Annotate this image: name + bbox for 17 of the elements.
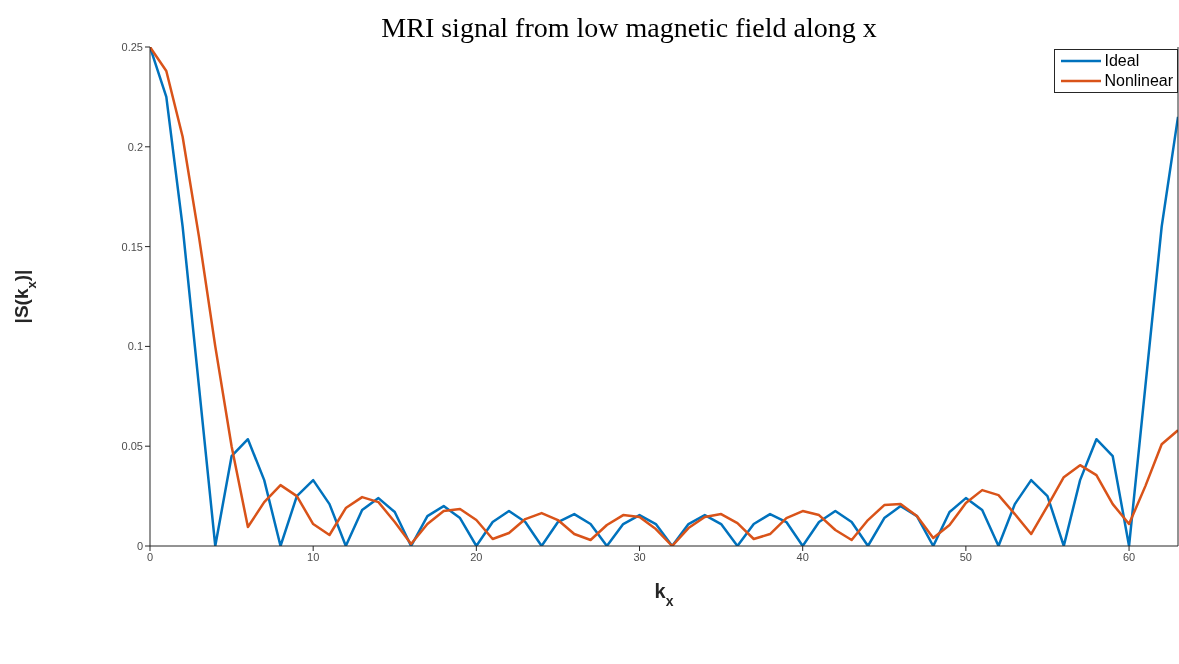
x-tick-label: 20: [470, 550, 483, 563]
y-tick-label: 0.2: [127, 140, 143, 153]
x-tick-label: 50: [959, 550, 972, 563]
y-tick-label: 0.25: [121, 40, 143, 53]
y-tick-label: 0.15: [121, 240, 143, 253]
legend-label: Nonlinear: [1104, 71, 1173, 91]
x-axis-title: k$_{x}$: [654, 580, 674, 609]
legend-label: Ideal: [1104, 51, 1140, 71]
y-tick-label: 0.05: [121, 440, 143, 453]
x-tick-label: 40: [796, 550, 809, 563]
x-tick-label: 60: [1122, 550, 1136, 563]
x-tick-label: 30: [633, 550, 646, 563]
chart-title: MRI signal from low magnetic field along x: [381, 12, 877, 43]
y-tick-label: 0.1: [127, 340, 143, 353]
x-tick-label: 0: [146, 550, 154, 563]
x-tick-label: 10: [307, 550, 320, 563]
y-tick-label: 0: [136, 539, 143, 552]
